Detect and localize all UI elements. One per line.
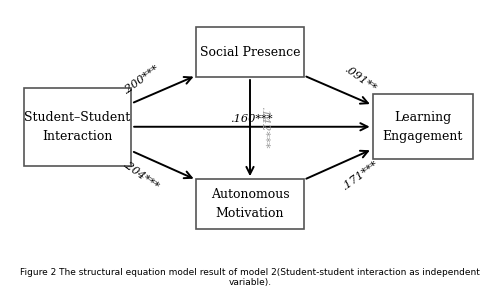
Text: Social Presence: Social Presence [200,46,300,59]
Text: .091**: .091** [343,65,378,95]
Bar [196,27,304,77]
Text: Learning
Engagement: Learning Engagement [382,111,462,143]
Bar [196,179,304,229]
Text: .160***: .160*** [230,114,273,124]
Text: Student–Student
Interaction: Student–Student Interaction [24,111,130,143]
Text: .200***: .200*** [121,62,162,96]
Text: .142***: .142*** [259,107,269,149]
Text: .171***: .171*** [340,158,381,192]
Text: .204***: .204*** [121,159,162,192]
Text: Autonomous
Motivation: Autonomous Motivation [210,188,290,220]
Bar [372,94,472,159]
Text: Figure 2 The structural equation model result of model 2(Student-student interac: Figure 2 The structural equation model r… [20,268,480,287]
Bar [24,88,131,166]
